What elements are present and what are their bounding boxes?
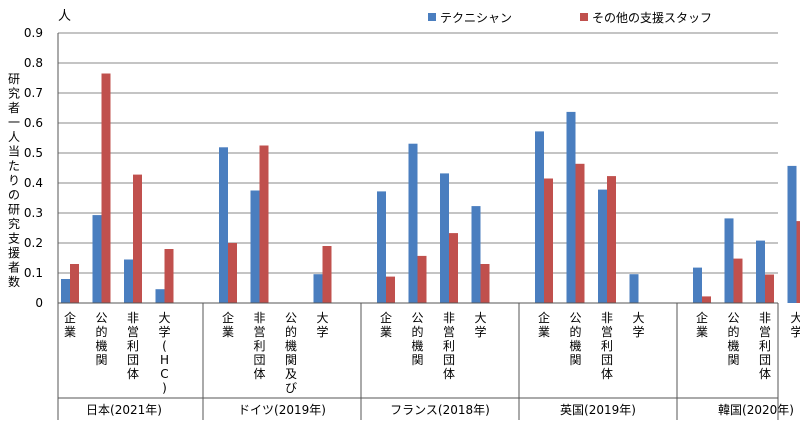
bar: [322, 246, 332, 303]
category-label: 企業: [222, 310, 234, 339]
category-label: 企業: [64, 310, 76, 339]
bar: [250, 190, 260, 303]
bar: [70, 264, 79, 303]
bars: [61, 73, 800, 304]
group-label: ドイツ(2019年): [238, 403, 326, 417]
group-label: 韓国(2020年): [718, 403, 794, 417]
category-label: 大学(H C): [158, 311, 170, 395]
bar: [480, 264, 490, 303]
y-tick-label: 0: [35, 296, 43, 310]
y-tick-label: 0.9: [24, 26, 43, 40]
bar: [164, 249, 174, 303]
bar: [566, 111, 576, 304]
bar: [417, 255, 427, 303]
bar: [535, 131, 544, 303]
category-label: 大学: [632, 311, 644, 339]
bar: [629, 274, 639, 303]
category-label: 公的機関: [727, 311, 739, 367]
bar: [598, 189, 607, 303]
y-axis-title: 研究者一人当たりの研究支援者数: [8, 72, 20, 289]
bar: [313, 274, 323, 303]
bar: [607, 176, 616, 303]
y-tick-label: 0.8: [24, 56, 43, 70]
group-label: フランス(2018年): [390, 403, 490, 417]
category-label: 大学: [474, 311, 486, 339]
bar: [702, 296, 711, 303]
bar: [796, 221, 800, 303]
category-label: 企業: [696, 310, 708, 339]
y-tick-label: 0.4: [24, 176, 43, 190]
y-tick-label: 0.6: [24, 116, 43, 130]
unit-label: 人: [58, 9, 71, 24]
legend: テクニシャン その他の支援スタッフ: [428, 11, 712, 25]
category-label: 大学: [316, 311, 328, 339]
bar: [693, 267, 702, 303]
bar: [92, 215, 102, 303]
y-tick-label: 0.5: [24, 146, 43, 160]
bar: [101, 73, 111, 303]
bar: [756, 240, 765, 303]
bar: [787, 165, 797, 303]
bar: [408, 143, 418, 303]
y-axis: 0 0.1 0.2 0.3 0.4 0.5 0.6 0.7 0.8 0.9: [24, 26, 59, 310]
group-label: 日本(2021年): [86, 403, 162, 417]
y-tick-label: 0.2: [24, 236, 43, 250]
category-label: 非営利団体: [127, 311, 139, 381]
gridlines: [58, 32, 778, 274]
bar: [259, 145, 269, 303]
bar: [449, 233, 458, 303]
legend-swatch-technician: [428, 13, 436, 21]
legend-label-technician: テクニシャン: [440, 11, 512, 25]
bar: [124, 259, 133, 303]
legend-swatch-other-staff: [580, 13, 588, 21]
bar: [228, 243, 237, 303]
y-tick-label: 0.1: [24, 266, 43, 280]
category-label: 大学: [790, 311, 800, 339]
category-axis: 企業 公的機関 非営利団体 大学(H C) 日本(2021年) 企業 非営利団体 公的機関及び 大…: [57, 302, 800, 420]
bar: [544, 178, 553, 303]
category-label: 非営利団体: [601, 311, 613, 381]
category-label: 非営利団体: [253, 311, 265, 381]
y-tick-label: 0.3: [24, 206, 43, 220]
category-label: 公的機関: [95, 311, 107, 367]
category-label: 非営利団体: [759, 311, 771, 381]
bar: [377, 191, 386, 303]
category-label: 企業: [538, 310, 550, 339]
bar: [471, 206, 481, 303]
bar: [733, 258, 743, 303]
bar: [386, 276, 395, 303]
bar: [155, 289, 165, 303]
category-label: 非営利団体: [443, 311, 455, 381]
bar: [575, 163, 585, 303]
bar: [133, 174, 142, 303]
bar: [440, 173, 449, 303]
category-label: 企業: [380, 310, 392, 339]
bar: [61, 279, 70, 303]
category-label: 公的機関及び: [285, 311, 297, 395]
y-tick-label: 0.7: [24, 86, 43, 100]
bar: [219, 147, 228, 303]
bar: [724, 218, 734, 303]
category-label: 公的機関: [411, 311, 423, 367]
group-label: 英国(2019年): [560, 403, 636, 417]
legend-label-other-staff: その他の支援スタッフ: [592, 11, 712, 25]
category-label: 公的機関: [569, 311, 581, 367]
bar: [765, 274, 774, 303]
